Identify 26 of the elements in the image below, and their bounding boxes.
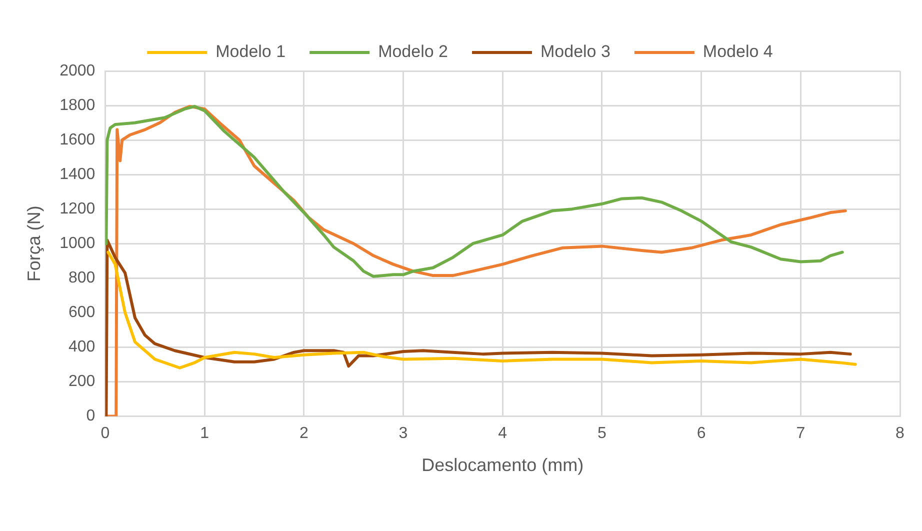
legend-label: Modelo 4 [702, 42, 773, 62]
x-tick-label: 6 [696, 425, 706, 442]
y-tick-label: 800 [68, 270, 96, 287]
y-tick-label: 1200 [60, 200, 96, 218]
y-tick-label: 1400 [60, 166, 96, 183]
legend-label: Modelo 3 [540, 42, 610, 62]
y-tick-label: 200 [68, 373, 96, 390]
x-tick-label: 8 [896, 425, 905, 442]
x-tick-label: 5 [597, 425, 606, 442]
x-axis-title: Deslocamento (mm) [422, 455, 584, 476]
legend-label: Modelo 2 [378, 42, 448, 62]
x-tick-label: 1 [200, 425, 210, 442]
y-tick-label: 400 [68, 338, 96, 356]
y-axis-title: Força (N) [24, 206, 44, 282]
x-tick-label: 2 [299, 425, 308, 442]
x-tick-label: 3 [398, 425, 408, 442]
y-tick-label: 1600 [60, 131, 96, 148]
y-tick-label: 1000 [60, 235, 96, 252]
y-tick-label: 600 [68, 304, 96, 322]
legend-label: Modelo 1 [216, 42, 286, 62]
x-tick-label: 7 [796, 425, 806, 442]
x-tick-label: 4 [498, 425, 508, 442]
y-tick-label: 0 [86, 408, 96, 425]
x-tick-label: 0 [100, 425, 110, 442]
y-tick-label: 1800 [60, 96, 96, 114]
y-tick-label: 2000 [60, 62, 96, 80]
